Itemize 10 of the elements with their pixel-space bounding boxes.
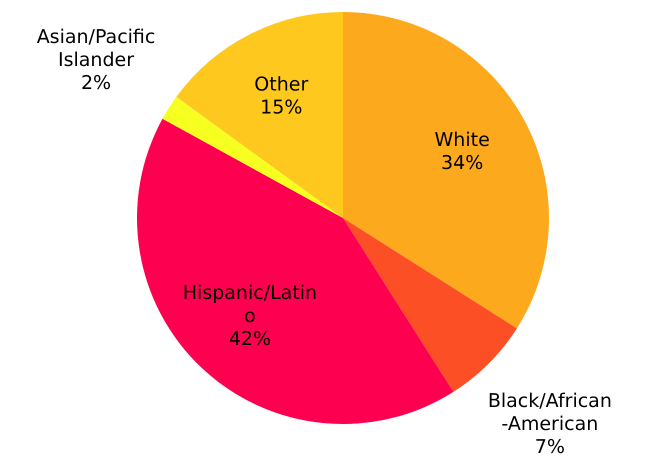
data-label: 7% (534, 436, 565, 458)
slice-label: Other (254, 73, 308, 96)
data-label: 2% (80, 72, 112, 94)
data-label: 42% (228, 328, 272, 350)
slice-label: White (434, 128, 490, 151)
slice-label: Black/African-American (488, 390, 612, 435)
slice-label: Asian/Pacific Islander (36, 26, 156, 72)
slice-label: Hispanic/Latino (182, 282, 318, 328)
data-label: 34% (441, 152, 484, 174)
data-label: 15% (260, 96, 302, 118)
